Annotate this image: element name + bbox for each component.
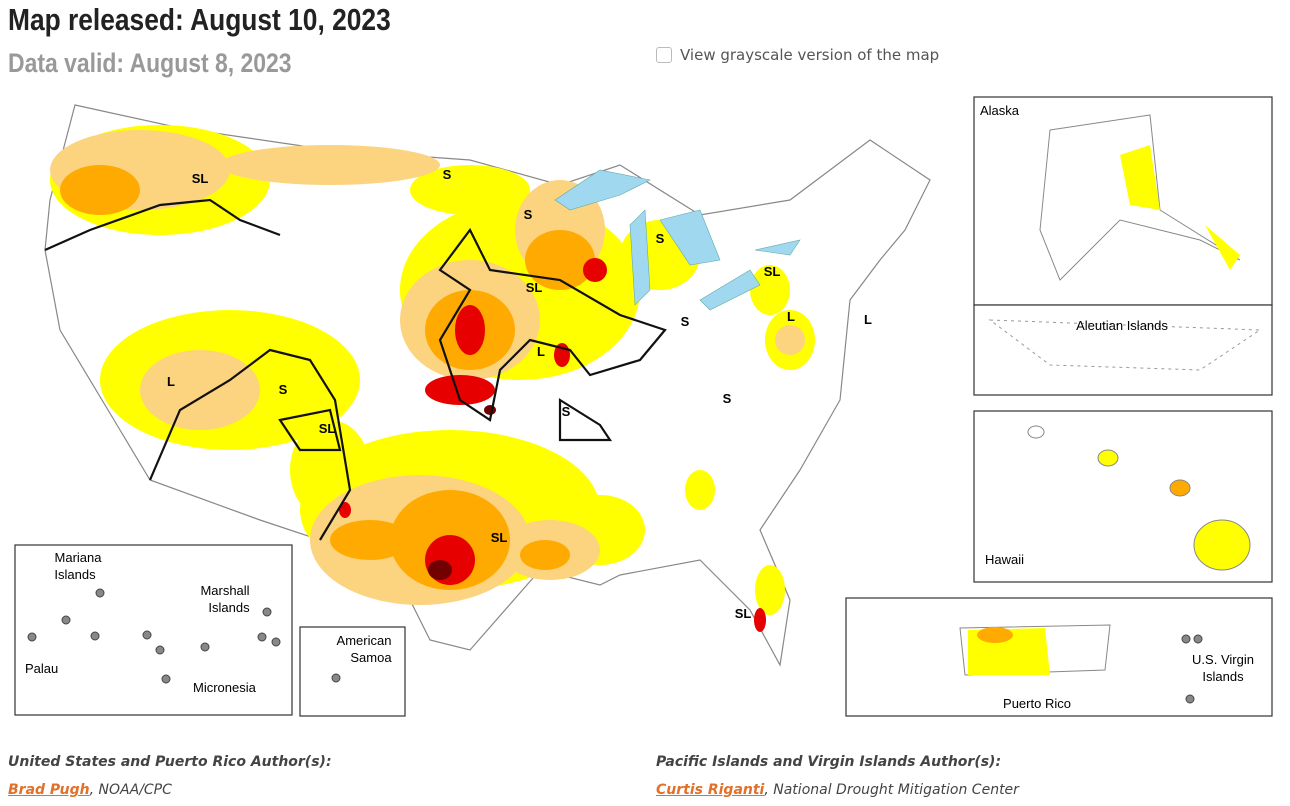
pacific-inset (14, 544, 293, 716)
impact-label: SL (319, 421, 336, 436)
subtitle: Data valid: August 8, 2023 (8, 48, 292, 78)
us-author-line: Brad Pugh, NOAA/CPC (8, 782, 172, 798)
impact-label: S (723, 391, 732, 406)
inset-label: Islands (208, 600, 250, 615)
checkbox[interactable] (656, 47, 672, 63)
title: Map released: August 10, 2023 (8, 2, 391, 37)
inset-label: Samoa (350, 650, 392, 665)
impact-label: L (787, 309, 795, 324)
us-authors: United States and Puerto Rico Author(s): (8, 754, 332, 770)
impact-label: S (524, 207, 533, 222)
inset-label: Puerto Rico (1003, 696, 1071, 711)
author-link[interactable]: Curtis Riganti (656, 782, 765, 798)
inset-label: Micronesia (193, 680, 257, 695)
impact-label: SL (735, 606, 752, 621)
affiliation: , National Drought Mitigation Center (764, 782, 1019, 798)
inset-label: Palau (25, 661, 58, 676)
impact-label: SL (764, 264, 781, 279)
inset-label: Mariana (55, 550, 103, 565)
impact-label: SL (526, 280, 543, 295)
pacific-author-line: Curtis Riganti, National Drought Mitigat… (656, 782, 1019, 798)
impact-label: S (443, 167, 452, 182)
pacific-authors: Pacific Islands and Virgin Islands Autho… (656, 754, 1001, 770)
samoa-inset (299, 626, 406, 717)
impact-label: L (537, 344, 545, 359)
inset-label: Islands (1202, 669, 1244, 684)
impact-label: L (167, 374, 175, 389)
inset-label: Marshall (200, 583, 249, 598)
impact-label: S (279, 382, 288, 397)
inset-label: Hawaii (985, 552, 1024, 567)
impact-label: S (681, 314, 690, 329)
conus (44, 104, 931, 667)
impact-label: SL (192, 171, 209, 186)
drought-map: SLSSSLSSLLLSLSLSSLSSLSLSSS Alaska Aleuti… (14, 96, 1273, 717)
inset-label: U.S. Virgin (1192, 652, 1254, 667)
toggle-label: View grayscale version of the map (680, 46, 940, 64)
aleutian-inset (973, 304, 1273, 396)
impact-label: SL (491, 530, 508, 545)
impact-label: S (656, 231, 665, 246)
impact-label: S (562, 404, 571, 419)
inset-label: Alaska (980, 103, 1020, 118)
impact-label: L (864, 312, 872, 327)
author-link[interactable]: Brad Pugh (8, 782, 90, 798)
heading: United States and Puerto Rico Author(s): (8, 754, 332, 770)
inset-label: American (337, 633, 392, 648)
affiliation: , NOAA/CPC (89, 782, 172, 798)
heading: Pacific Islands and Virgin Islands Autho… (656, 754, 1002, 770)
inset-label: Aleutian Islands (1076, 318, 1168, 333)
grayscale-toggle[interactable]: View grayscale version of the map (656, 46, 939, 64)
inset-label: Islands (54, 567, 96, 582)
